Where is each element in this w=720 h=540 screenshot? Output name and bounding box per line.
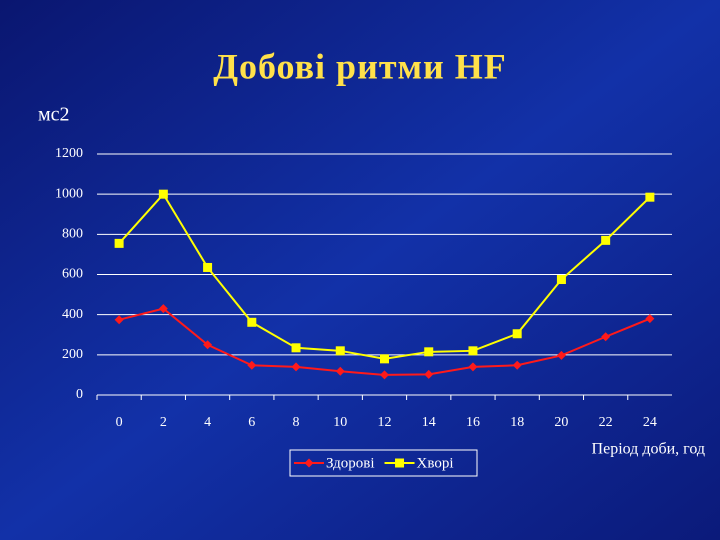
marker [424, 347, 434, 357]
marker [512, 329, 522, 339]
x-tick-label: 2 [160, 415, 167, 430]
x-tick-label: 8 [293, 415, 300, 430]
marker [247, 360, 257, 370]
y-tick-label: 800 [62, 227, 83, 242]
x-tick-label: 24 [643, 415, 657, 430]
marker [468, 346, 478, 356]
marker [158, 189, 168, 199]
marker [114, 315, 124, 325]
y-tick-label: 200 [62, 347, 83, 362]
x-tick-label: 14 [422, 415, 436, 430]
marker [203, 262, 213, 272]
marker [424, 369, 434, 379]
x-tick-label: 0 [116, 415, 123, 430]
marker [304, 458, 314, 468]
marker [468, 362, 478, 372]
x-tick-label: 18 [510, 415, 524, 430]
x-tick-label: 22 [599, 415, 613, 430]
y-axis-label: мс2 [38, 104, 70, 126]
marker [291, 362, 301, 372]
x-tick-label: 20 [554, 415, 568, 430]
marker [380, 370, 389, 380]
y-tick-label: 600 [62, 267, 83, 282]
marker [395, 458, 405, 468]
x-tick-label: 12 [378, 415, 392, 430]
chart-title: Добові ритми HF [213, 46, 507, 86]
legend-box [289, 449, 478, 477]
marker [203, 340, 213, 350]
marker [512, 360, 522, 370]
x-tick-label: 10 [333, 415, 347, 430]
marker [380, 354, 389, 364]
marker [556, 275, 566, 285]
marker [291, 343, 301, 353]
y-tick-label: 1200 [55, 146, 83, 161]
marker [556, 350, 566, 360]
marker [335, 346, 345, 356]
y-tick-label: 0 [76, 387, 83, 402]
marker [114, 238, 124, 248]
marker [601, 332, 611, 342]
legend-text: Хворі [417, 455, 454, 471]
y-tick-label: 1000 [55, 186, 83, 201]
marker [601, 235, 611, 245]
x-tick-label: 6 [248, 415, 255, 430]
y-tick-label: 400 [62, 307, 83, 322]
marker [335, 366, 345, 376]
marker [645, 192, 655, 202]
x-axis-label: Період доби, год [592, 441, 705, 458]
x-tick-label: 4 [204, 415, 211, 430]
marker [158, 304, 168, 314]
marker [645, 314, 655, 324]
legend-text: Здорові [326, 455, 375, 471]
x-tick-label: 16 [466, 415, 480, 430]
marker [247, 317, 257, 327]
